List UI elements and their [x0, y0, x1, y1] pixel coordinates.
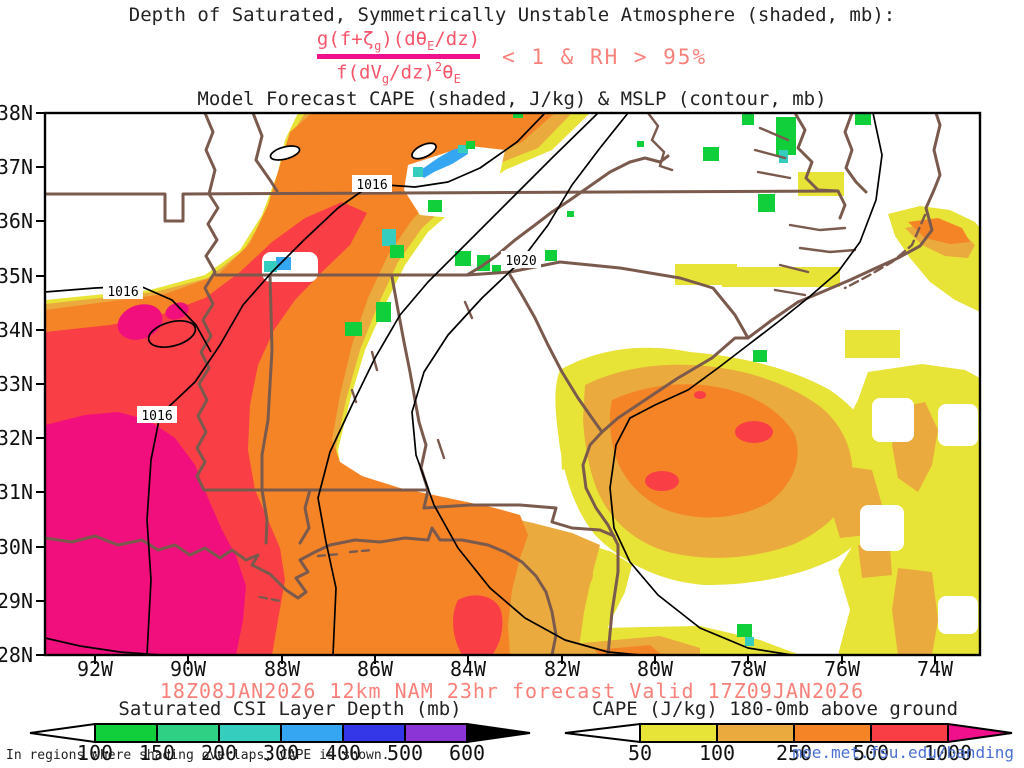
cape-legend-tick-label: 100: [699, 741, 735, 765]
lat-tick-label: 36N: [0, 209, 33, 233]
contour-label-box: [103, 282, 143, 299]
csi-legend-tick-label: 150: [139, 741, 175, 765]
lat-tick-label: 35N: [0, 264, 33, 288]
lon-tick-label: 80W: [637, 657, 674, 681]
cape-legend-segment: [639, 723, 718, 743]
csi-legend-tick-label: 500: [387, 741, 423, 765]
csi-legend-tick-label: 300: [263, 741, 299, 765]
lat-tick-label: 33N: [0, 372, 33, 396]
csi-criterion-formula: g(f+ζg)(dθE/dz) f(dVg/dz)2θE < 1 & RH > …: [0, 28, 1024, 86]
cape-legend-title: CAPE (J/kg) 180-0mb above ground: [591, 698, 959, 720]
cape-legend-tick-label: 500: [853, 741, 889, 765]
contour-label: 1016: [141, 409, 172, 424]
lat-tick-label: 28N: [0, 643, 33, 667]
csi-legend-under-arrow: [29, 722, 96, 744]
lon-tick-label: 74W: [917, 657, 954, 681]
csi-legend-tick-label: 600: [449, 741, 485, 765]
cape-colorbar: 50 100 250 500 1000: [564, 722, 1013, 765]
contour-label-box: [137, 406, 177, 423]
lat-tick-label: 37N: [0, 155, 33, 179]
state-borders: [45, 113, 942, 655]
contour-label-box: [352, 175, 392, 192]
cape-legend-tick-label: 1000: [924, 741, 972, 765]
lon-tick-label: 82W: [544, 657, 581, 681]
csi-legend-tick-label: 100: [77, 741, 113, 765]
csi-legend-segment: [404, 723, 468, 743]
cape-legend-segment: [870, 723, 949, 743]
csi-legend-tick-label: 200: [201, 741, 237, 765]
csi-legend-segment: [280, 723, 344, 743]
csi-legend-segment: [94, 723, 158, 743]
cape-shading-magenta: [45, 302, 246, 655]
csi-shading: [264, 113, 871, 646]
lat-tick-label: 30N: [0, 535, 33, 559]
cape-legend-under-arrow: [564, 722, 641, 744]
lon-tick-label: 86W: [357, 657, 394, 681]
csi-legend-tick-label: 400: [325, 741, 361, 765]
formula-denominator: f(dVg/dz)2θE: [336, 59, 461, 86]
csi-legend-segment: [218, 723, 282, 743]
overlap-note: In regions where shading overlaps, CAPE …: [6, 748, 390, 763]
lon-tick-label: 90W: [170, 657, 207, 681]
lat-tick-label: 34N: [0, 318, 33, 342]
contour-labels: 1016 1016 1016 1020: [103, 175, 541, 424]
csi-depth-colorbar: 100 150 200 300 400 500 600: [29, 722, 531, 765]
contour-label: 1020: [505, 254, 536, 269]
lon-tick-label: 92W: [77, 657, 114, 681]
contour-label: 1016: [356, 178, 387, 193]
cape-legend-segment: [793, 723, 872, 743]
csi-legend-segment: [156, 723, 220, 743]
cape-legend-segment: [716, 723, 795, 743]
lat-tick-label: 38N: [0, 101, 33, 125]
csi-legend-segment: [342, 723, 406, 743]
lat-tick-label: 29N: [0, 589, 33, 613]
lon-tick-label: 88W: [264, 657, 301, 681]
lon-tick-label: 78W: [730, 657, 767, 681]
csi-legend-over-arrow: [466, 722, 531, 744]
csi-legend-title: Saturated CSI Layer Depth (mb): [118, 698, 462, 720]
model-run-info: 18Z08JAN2026 12km NAM 23hr forecast Vali…: [159, 679, 865, 703]
closed-contours: [147, 142, 437, 349]
cape-legend-tick-label: 50: [628, 741, 652, 765]
cape-legend-tick-label: 250: [776, 741, 812, 765]
page-subtitle: Model Forecast CAPE (shaded, J/kg) & MSL…: [197, 88, 827, 110]
latitude-axis: 38N 37N 36N 35N 34N 33N 32N 31N 30N 29N 28N: [0, 101, 45, 667]
mslp-contours: [45, 113, 883, 655]
cape-legend-over-arrow: [947, 722, 1013, 744]
lat-tick-label: 31N: [0, 480, 33, 504]
formula-numerator: g(f+ζg)(dθE/dz): [316, 28, 481, 53]
lon-tick-label: 76W: [824, 657, 861, 681]
fraction-bar: [316, 53, 481, 59]
lat-tick-label: 32N: [0, 426, 33, 450]
lon-tick-label: 84W: [450, 657, 487, 681]
formula-condition: < 1 & RH > 95%: [502, 44, 708, 69]
site-url-link[interactable]: moe.met.fsu.edu/banding: [792, 743, 1014, 762]
page-title: Depth of Saturated, Symmetrically Unstab…: [128, 4, 896, 26]
contour-label: 1016: [107, 285, 138, 300]
formula-fraction: g(f+ζg)(dθE/dz) f(dVg/dz)2θE: [316, 28, 481, 86]
longitude-axis: 92W 90W 88W 86W 84W 82W 80W 78W 76W 74W: [77, 655, 954, 681]
contour-label-box: [501, 251, 541, 268]
